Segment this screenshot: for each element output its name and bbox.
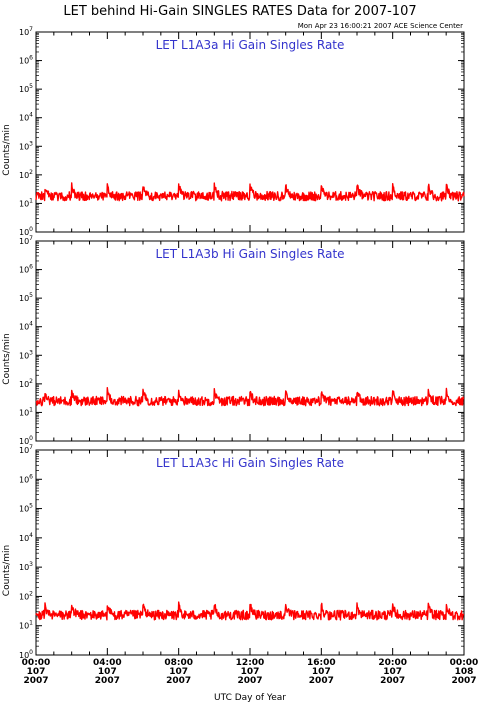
y-tick-label: 101: [19, 406, 33, 417]
x-tick-label: 2007: [166, 676, 191, 686]
x-tick-label: 08:00: [164, 658, 193, 668]
series-line: [35, 387, 465, 407]
y-tick-label: 105: [19, 503, 33, 514]
x-tick-label: 20:00: [378, 658, 407, 668]
y-tick-label: 103: [19, 349, 33, 360]
y-tick-label: 107: [19, 444, 33, 455]
x-tick-label: 107: [312, 667, 331, 677]
panel-title: LET L1A3a Hi Gain Singles Rate: [156, 38, 345, 52]
y-tick-label: 103: [19, 140, 33, 151]
x-tick-label: 00:00: [22, 658, 51, 668]
x-tick-label: 04:00: [93, 658, 122, 668]
y-tick-label: 104: [19, 321, 33, 332]
panel-2: 100 101 102 103 104 105 106 107 Counts/min LET L1…: [2, 235, 465, 446]
plot-frame: [35, 240, 465, 442]
panels: 100 101 102 103 104 105 106 107 Counts/min LET L1…: [2, 26, 465, 660]
y-axis-label: Counts/min: [2, 545, 12, 596]
x-tick-label: 00:00: [450, 658, 478, 668]
y-tick-label: 104: [19, 532, 33, 543]
y-tick-label: 105: [19, 83, 33, 94]
y-tick-label: 106: [19, 264, 33, 275]
y-tick-label: 102: [19, 590, 33, 601]
x-tick-label: 16:00: [307, 658, 336, 668]
x-tick-label: 2007: [451, 676, 476, 686]
figure-title: LET behind Hi-Gain SINGLES RATES Data fo…: [63, 4, 416, 19]
x-tick-label: 12:00: [236, 658, 265, 668]
x-tick-label: 107: [98, 667, 117, 677]
x-tick-label: 2007: [23, 676, 48, 686]
x-tick-label: 107: [169, 667, 188, 677]
y-tick-label: 106: [19, 473, 33, 484]
panel-title: LET L1A3b Hi Gain Singles Rate: [155, 247, 344, 261]
generation-timestamp: Mon Apr 23 16:00:21 2007 ACE Science Cen…: [298, 22, 463, 30]
y-tick-label: 107: [19, 235, 33, 246]
x-tick-label: 2007: [380, 676, 405, 686]
y-tick-label: 107: [19, 26, 33, 37]
x-tick-label: 2007: [237, 676, 262, 686]
x-axis: 00:00107200704:00107200708:00107200712:0…: [22, 658, 478, 686]
panel-title: LET L1A3c Hi Gain Singles Rate: [156, 456, 344, 470]
x-tick-label: 108: [455, 667, 474, 677]
x-tick-label: 2007: [309, 676, 334, 686]
y-tick-label: 104: [19, 112, 33, 123]
x-tick-label: 2007: [95, 676, 120, 686]
series-line: [35, 601, 465, 621]
y-tick-label: 103: [19, 561, 33, 572]
y-tick-label: 102: [19, 169, 33, 180]
y-tick-label: 102: [19, 378, 33, 389]
y-tick-label: 105: [19, 292, 33, 303]
y-axis-label: Counts/min: [2, 333, 12, 384]
y-tick-label: 100: [19, 435, 33, 446]
plot-frame: [35, 449, 465, 656]
panel-3: 100 101 102 103 104 105 106 107 Counts/min LET L1…: [2, 444, 465, 660]
plot-frame: [35, 31, 465, 233]
panel-1: 100 101 102 103 104 105 106 107 Counts/min LET L1…: [2, 26, 465, 237]
y-tick-label: 100: [19, 649, 33, 660]
x-tick-label: 107: [383, 667, 402, 677]
y-axis-label: Counts/min: [2, 124, 12, 175]
y-tick-label: 101: [19, 197, 33, 208]
x-tick-label: 107: [27, 667, 46, 677]
y-tick-label: 106: [19, 55, 33, 66]
y-tick-label: 100: [19, 226, 33, 237]
y-tick-label: 101: [19, 620, 33, 631]
x-tick-label: 107: [241, 667, 260, 677]
x-axis-label: UTC Day of Year: [214, 693, 286, 703]
series-line: [35, 182, 465, 202]
